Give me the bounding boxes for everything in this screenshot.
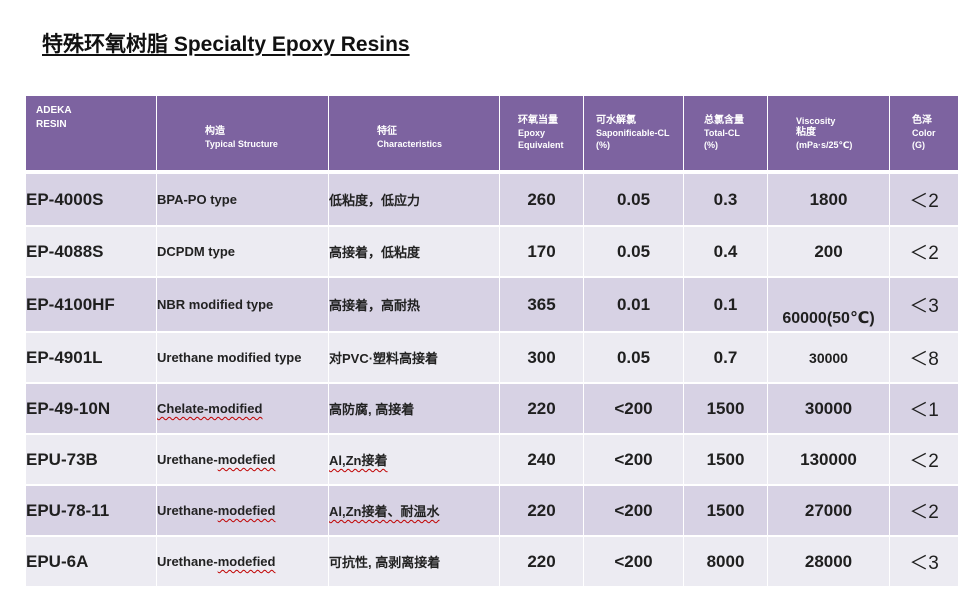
resin-code: EP-4088S [25,226,157,278]
header-color: 色泽 Color (G) [889,96,959,174]
viscosity-cell: 130000 [767,434,890,486]
epoxy-cell: 300 [499,332,584,384]
epoxy-cell: 170 [499,226,584,278]
viscosity-cell: 60000(50℃) [767,277,890,333]
table-row: EPU-73B Urethane-modefied Al,Zn接着 240 <2… [25,434,959,486]
structure-cell: NBR modified type [156,277,329,333]
header-viscosity: Viscosity 粘度 (mPa·s/25℃) [767,96,890,174]
misspelled-word: modefied [217,503,276,518]
saponifiable-cell: 0.01 [583,277,684,333]
characteristics-cell: 高接着，低粘度 [328,226,500,278]
saponifiable-cell: <200 [583,536,684,588]
structure-text: Urethane-modefied [157,452,276,467]
saponifiable-cell: 0.05 [583,226,684,278]
viscosity-cell: 30000 [767,332,890,384]
total-cl-cell: 0.7 [683,332,768,384]
color-cell: ＜8 [889,332,959,384]
total-cl-cell: 0.3 [683,172,768,227]
epoxy-cell: 220 [499,536,584,588]
structure-cell: Urethane-modefied [156,485,329,537]
saponifiable-cell: <200 [583,485,684,537]
page-title: 特殊环氧树脂 Specialty Epoxy Resins [42,33,410,56]
epoxy-cell: 240 [499,434,584,486]
saponifiable-cell: 0.05 [583,332,684,384]
epoxy-cell: 220 [499,485,584,537]
color-cell: ＜3 [889,536,959,588]
header-epoxy-equivalent: 环氧当量 Epoxy Equivalent [499,96,584,174]
total-cl-cell: 1500 [683,434,768,486]
color-cell: ＜2 [889,434,959,486]
resin-table: ADEKA RESIN 构造 Typical Structure 特征 Char… [25,96,959,588]
viscosity-cell: 1800 [767,172,890,227]
characteristics-cell: 对PVC·塑料高接着 [328,332,500,384]
structure-text: Urethane-modefied [157,503,276,518]
total-cl-cell: 8000 [683,536,768,588]
characteristics-cell: 低粘度，低应力 [328,172,500,227]
color-cell: ＜2 [889,226,959,278]
table-header-row: ADEKA RESIN 构造 Typical Structure 特征 Char… [25,96,959,174]
table-row: EP-4100HF NBR modified type 高接着，高耐热 365 … [25,277,959,333]
table-row: EP-4088S DCPDM type 高接着，低粘度 170 0.05 0.4… [25,226,959,278]
misspelled-word: modefied [217,452,276,467]
header-total-cl: 总氯含量 Total-CL (%) [683,96,768,174]
characteristics-text: Al,Zn接着、耐温水 [329,504,440,519]
color-cell: ＜2 [889,172,959,227]
resin-code: EP-4100HF [25,277,157,333]
structure-cell: BPA-PO type [156,172,329,227]
table-row: EPU-6A Urethane-modefied 可抗性, 高剥离接着 220 … [25,536,959,588]
color-cell: ＜1 [889,383,959,435]
saponifiable-cell: 0.05 [583,172,684,227]
epoxy-cell: 365 [499,277,584,333]
characteristics-cell: Al,Zn接着 [328,434,500,486]
table-row: EP-4000S BPA-PO type 低粘度，低应力 260 0.05 0.… [25,172,959,227]
header-characteristics: 特征 Characteristics [328,96,500,174]
characteristics-cell: 高防腐, 高接着 [328,383,500,435]
structure-cell: Urethane-modefied [156,434,329,486]
misspelled-word: modefied [217,554,276,569]
header-resin: ADEKA RESIN [25,96,157,174]
table-row: EP-4901L Urethane modified type 对PVC·塑料高… [25,332,959,384]
resin-code: EP-4901L [25,332,157,384]
characteristics-cell: 可抗性, 高剥离接着 [328,536,500,588]
viscosity-cell: 28000 [767,536,890,588]
epoxy-cell: 220 [499,383,584,435]
total-cl-cell: 0.1 [683,277,768,333]
resin-code: EP-49-10N [25,383,157,435]
characteristics-text: Al,Zn接着 [329,453,388,468]
structure-cell: Urethane modified type [156,332,329,384]
structure-text: Urethane-modefied [157,554,276,569]
saponifiable-cell: <200 [583,383,684,435]
total-cl-cell: 1500 [683,485,768,537]
characteristics-cell: Al,Zn接着、耐温水 [328,485,500,537]
epoxy-cell: 260 [499,172,584,227]
resin-code: EPU-73B [25,434,157,486]
structure-text: Chelate-modified [157,401,263,416]
viscosity-cell: 30000 [767,383,890,435]
header-saponifiable-cl: 可水解氯 Saponificable-CL (%) [583,96,684,174]
saponifiable-cell: <200 [583,434,684,486]
table-row: EPU-78-11 Urethane-modefied Al,Zn接着、耐温水 … [25,485,959,537]
viscosity-cell: 200 [767,226,890,278]
structure-cell: Urethane-modefied [156,536,329,588]
total-cl-cell: 1500 [683,383,768,435]
structure-cell: Chelate-modified [156,383,329,435]
structure-cell: DCPDM type [156,226,329,278]
resin-code: EPU-6A [25,536,157,588]
viscosity-cell: 27000 [767,485,890,537]
table-row: EP-49-10N Chelate-modified 高防腐, 高接着 220 … [25,383,959,435]
characteristics-cell: 高接着，高耐热 [328,277,500,333]
header-structure: 构造 Typical Structure [156,96,329,174]
color-cell: ＜3 [889,277,959,333]
resin-code: EP-4000S [25,172,157,227]
total-cl-cell: 0.4 [683,226,768,278]
color-cell: ＜2 [889,485,959,537]
resin-code: EPU-78-11 [25,485,157,537]
